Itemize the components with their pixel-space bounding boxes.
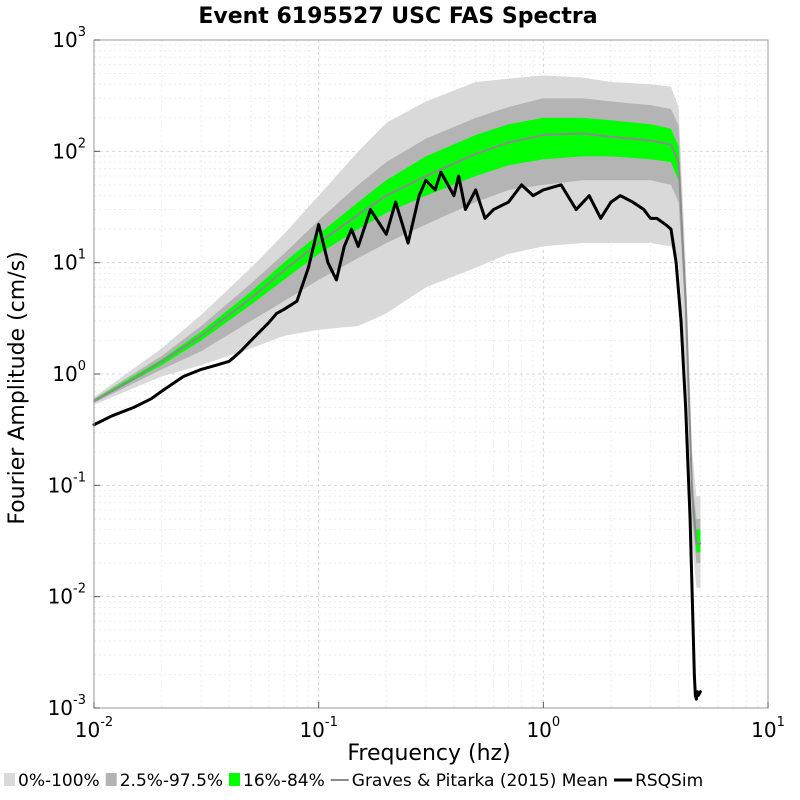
band-0 [94,75,701,588]
x-tick-label-base: 10 [751,718,776,742]
x-tick-label: 101 [751,715,785,742]
legend-item-3: Graves & Pitarka (2015) Mean [330,771,608,791]
x-tick-label-base: 10 [75,718,100,742]
x-tick-label: 10-1 [299,715,337,742]
tick-marks [93,39,769,709]
legend-item-2: 16%-84% [229,771,325,791]
legend-item-4: RSQSim [614,771,703,791]
y-tick-label-exponent: -1 [73,470,86,485]
y-tick-label-exponent: 3 [78,25,86,40]
y-axis-label: Fourier Amplitude (cm/s) [5,251,30,524]
x-tick-label-base: 10 [526,718,551,742]
legend-label: Graves & Pitarka (2015) Mean [352,771,608,791]
x-tick-label-exponent: 0 [552,715,560,730]
legend-label: 2.5%-97.5% [120,771,223,791]
y-tick-label-base: 10 [48,473,73,497]
y-tick-label-exponent: -2 [73,582,86,597]
x-tick-labels: 10-2 10-1 100 101 [75,715,785,742]
y-tick-label-exponent: 1 [78,248,86,263]
y-tick-label: 10-2 [48,582,86,609]
x-axis-label: Frequency (hz) [347,741,510,766]
y-tick-label-base: 10 [48,585,73,609]
y-tick-label-base: 10 [52,362,77,386]
y-tick-label-base: 10 [48,696,73,720]
legend-label: 16%-84% [243,771,325,791]
x-tick-label: 10-2 [75,715,113,742]
x-tick-label: 100 [526,715,560,742]
y-tick-label-base: 10 [52,28,77,52]
legend-swatch [229,773,241,786]
y-tick-label-exponent: -3 [73,693,86,708]
x-tick-label-exponent: 1 [777,715,785,730]
y-tick-label: 102 [52,136,86,163]
legend-label: RSQSim [635,771,703,791]
y-tick-label: 10-3 [48,693,86,720]
series-line-0 [93,132,702,545]
legend-label: 0%-100% [18,771,100,791]
y-tick-label: 103 [52,25,86,52]
y-tick-label-base: 10 [52,139,77,163]
y-tick-label-exponent: 2 [78,136,86,151]
x-tick-label-exponent: -1 [325,715,338,730]
series-lines [92,132,702,701]
y-tick-label: 10-1 [48,470,86,497]
legend-item-0: 0%-100% [4,771,100,791]
x-tick-label-exponent: -2 [100,715,113,730]
y-tick-label: 100 [52,359,86,386]
y-tick-label-base: 10 [52,251,77,275]
chart-title: Event 6195527 USC FAS Spectra [198,4,597,29]
legend: 0%-100% 2.5%-97.5% 16%-84% Graves & Pitarka… [4,771,703,791]
x-tick-label-base: 10 [299,718,324,742]
legend-item-1: 2.5%-97.5% [105,771,223,791]
y-tick-label-exponent: 0 [78,359,86,374]
y-tick-label: 101 [52,248,86,275]
legend-row: 0%-100% 2.5%-97.5% 16%-84% Graves & Pitarka… [4,771,703,791]
legend-swatch [4,773,15,786]
series-line-1 [92,170,702,701]
legend-swatch [105,773,117,786]
